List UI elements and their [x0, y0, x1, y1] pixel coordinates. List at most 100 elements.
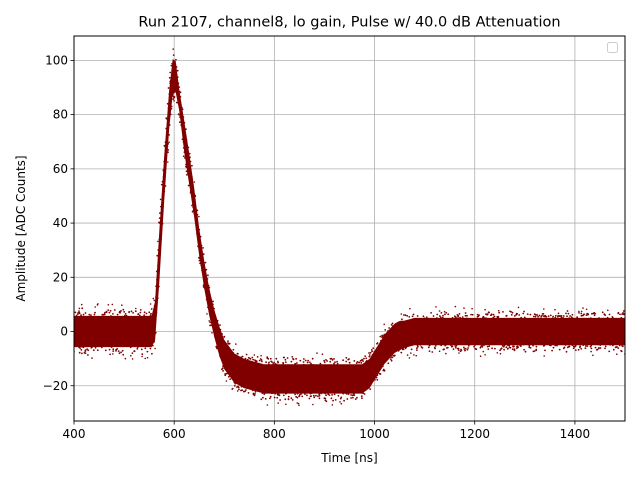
scatter-point [182, 155, 185, 158]
scatter-point [300, 374, 302, 377]
scatter-point [510, 314, 513, 316]
scatter-point [200, 248, 203, 251]
scatter-point [598, 347, 600, 349]
scatter-point [87, 349, 90, 352]
scatter-point [203, 264, 205, 266]
scatter-point [414, 326, 417, 329]
scatter-point [195, 228, 198, 231]
scatter-point [291, 356, 294, 358]
scatter-point [340, 379, 343, 381]
scatter-point [545, 335, 548, 338]
scatter-point [185, 163, 187, 166]
scatter-point [434, 345, 437, 347]
scatter-point [618, 333, 620, 336]
scatter-point [240, 382, 243, 384]
scatter-point [329, 360, 332, 363]
scatter-point [494, 331, 497, 333]
scatter-point [622, 345, 624, 348]
scatter-point [74, 311, 77, 314]
scatter-point [96, 337, 99, 340]
scatter-point [212, 300, 215, 303]
scatter-point [94, 339, 97, 341]
scatter-point [279, 388, 282, 390]
scatter-point [123, 344, 126, 347]
scatter-point [462, 340, 465, 342]
scatter-point [163, 190, 166, 193]
scatter-point [92, 328, 95, 330]
scatter-point [83, 320, 86, 322]
scatter-point [503, 331, 506, 334]
scatter-point [126, 338, 128, 341]
scatter-point [545, 316, 548, 318]
scatter-point [313, 370, 316, 373]
scatter-point [588, 329, 591, 332]
scatter-point [454, 346, 457, 349]
scatter-point [566, 320, 568, 322]
scatter-point [566, 310, 569, 312]
scatter-point [293, 374, 296, 376]
scatter-point [399, 329, 401, 332]
scatter-point [236, 390, 239, 392]
scatter-point [587, 332, 589, 334]
scatter-point [499, 352, 502, 355]
scatter-point [124, 325, 127, 328]
scatter-point [329, 378, 332, 381]
scatter-point [470, 341, 473, 343]
scatter-point [558, 329, 561, 332]
scatter-point [361, 371, 364, 373]
scatter-point [532, 326, 534, 329]
scatter-point [175, 66, 178, 68]
scatter-point [575, 343, 578, 346]
scatter-point [274, 389, 276, 392]
scatter-point [458, 327, 460, 330]
scatter-point [350, 394, 352, 396]
scatter-point [342, 392, 345, 395]
scatter-point [279, 391, 282, 393]
scatter-point [438, 310, 441, 312]
scatter-point [289, 374, 292, 376]
scatter-point [155, 311, 158, 314]
scatter-point [374, 363, 377, 366]
scatter-point [491, 319, 494, 321]
scatter-point [100, 346, 103, 349]
scatter-point [508, 326, 511, 329]
scatter-point [497, 315, 500, 318]
scatter-point [371, 364, 374, 367]
scatter-point [410, 338, 413, 341]
scatter-point [128, 323, 131, 326]
scatter-point [261, 380, 263, 383]
scatter-point [437, 325, 440, 328]
scatter-point [320, 364, 323, 366]
scatter-point [80, 314, 82, 317]
scatter-point [133, 329, 136, 332]
scatter-point [223, 347, 226, 350]
scatter-point [209, 306, 212, 309]
scatter-point [154, 331, 157, 334]
scatter-point [452, 321, 454, 323]
scatter-point [212, 303, 214, 306]
scatter-point [518, 334, 521, 336]
scatter-point [317, 374, 320, 377]
scatter-point [537, 325, 540, 327]
scatter-point [187, 184, 190, 187]
scatter-point [380, 340, 382, 342]
scatter-point [388, 348, 391, 351]
scatter-point [528, 336, 531, 338]
scatter-point [255, 360, 258, 363]
scatter-point [317, 385, 320, 388]
scatter-point [572, 347, 575, 350]
scatter-point [269, 357, 272, 360]
scatter-point [409, 330, 411, 332]
scatter-point [578, 323, 581, 326]
scatter-point [111, 303, 114, 306]
scatter-point [282, 394, 285, 397]
scatter-point [395, 329, 398, 331]
scatter-point [197, 233, 200, 235]
scatter-point [392, 337, 395, 340]
scatter-point [474, 336, 477, 338]
scatter-point [415, 336, 417, 339]
scatter-point [273, 367, 275, 370]
scatter-point [418, 342, 421, 345]
scatter-point [147, 336, 149, 339]
scatter-point [569, 332, 572, 335]
